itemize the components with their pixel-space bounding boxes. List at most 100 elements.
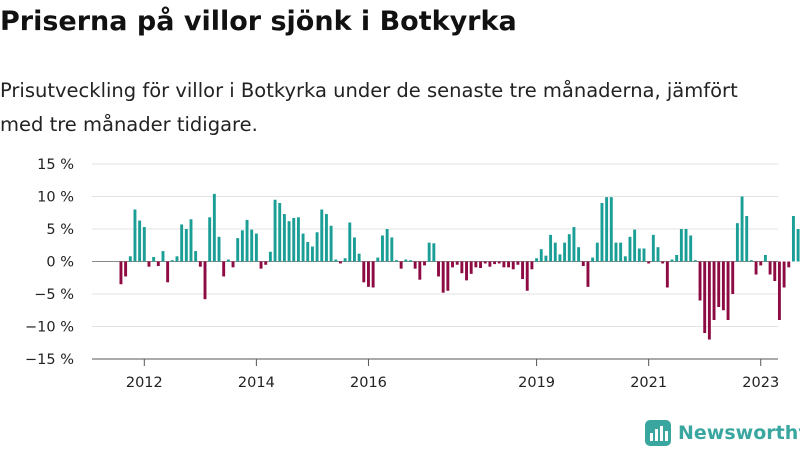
bar [651, 234, 655, 262]
bar [231, 261, 235, 268]
bar [796, 229, 800, 262]
bar [385, 229, 389, 262]
bar [376, 257, 380, 262]
bar [142, 227, 146, 262]
bar [310, 246, 314, 262]
brand-name: Newsworthy [678, 422, 800, 444]
bar [656, 247, 660, 262]
bar [493, 261, 496, 265]
bar [203, 261, 207, 300]
bar [245, 219, 249, 262]
bar [777, 261, 781, 320]
bar [334, 259, 338, 262]
bar [707, 261, 711, 340]
bar [600, 203, 604, 262]
y-tick-label: 10 % [37, 190, 74, 206]
chart-subtitle: Prisutveckling för villor i Botkyrka und… [0, 79, 738, 136]
bar [296, 217, 300, 262]
bar [441, 261, 445, 293]
bar [343, 258, 347, 262]
bar [749, 260, 753, 262]
bar [731, 261, 735, 294]
x-tick-label: 2023 [742, 375, 779, 391]
x-tick-label: 2014 [238, 375, 275, 391]
bar-chart-logo-icon [645, 420, 671, 446]
bar [198, 261, 202, 267]
bar [675, 255, 679, 262]
bar [712, 261, 716, 320]
bar [128, 256, 132, 262]
bar [250, 229, 254, 262]
bar [605, 197, 609, 262]
bar [208, 217, 212, 262]
bar [595, 242, 599, 262]
bar [637, 248, 641, 262]
bar [558, 254, 562, 262]
bar [381, 235, 384, 262]
bar [446, 261, 450, 291]
bar [184, 229, 188, 262]
bar [460, 261, 464, 274]
bar [395, 260, 398, 262]
bar [745, 216, 749, 262]
bar [254, 233, 258, 262]
bar [357, 253, 361, 262]
bar [437, 261, 440, 277]
bar [413, 261, 417, 269]
bar [189, 219, 193, 262]
bar [469, 261, 473, 274]
bar [287, 221, 291, 262]
bar [455, 261, 459, 265]
bar [609, 197, 613, 262]
bar [338, 261, 342, 264]
bar [156, 261, 160, 267]
bar [619, 242, 623, 262]
bar [324, 214, 328, 262]
bar [119, 261, 123, 285]
bar [479, 261, 482, 268]
bar [563, 242, 567, 262]
bar [175, 256, 179, 262]
bar [222, 261, 226, 277]
bar [754, 261, 758, 275]
bar [628, 236, 632, 262]
newsworthy-logo[interactable]: Newsworthy [645, 419, 800, 447]
bar [586, 261, 590, 287]
bar [124, 261, 128, 277]
bar [735, 223, 739, 262]
bar [483, 261, 487, 264]
bar [399, 261, 403, 269]
bar [423, 261, 426, 266]
x-tick-label: 2019 [518, 375, 555, 391]
bar [292, 217, 296, 262]
bar [689, 235, 693, 262]
bar [703, 261, 707, 333]
bar [226, 259, 230, 262]
bar [497, 261, 501, 264]
x-axis: 2012201420162019202120232025 [92, 358, 779, 391]
bar [161, 251, 165, 262]
bar [567, 234, 571, 262]
bar [670, 259, 674, 262]
bar [273, 199, 277, 262]
bar [502, 261, 506, 268]
bar [516, 261, 520, 265]
bar [721, 261, 725, 311]
bar [740, 196, 744, 262]
y-tick-label: −10 % [25, 320, 74, 336]
bar [647, 261, 651, 264]
bar [390, 237, 394, 262]
bar [217, 236, 221, 262]
bar [763, 255, 767, 262]
bar [315, 232, 319, 262]
bar [320, 209, 324, 262]
bar [633, 229, 637, 262]
x-tick-label: 2021 [630, 375, 667, 391]
y-tick-label: −15 % [25, 352, 74, 368]
bar [577, 247, 581, 262]
bar [782, 261, 786, 288]
bar [679, 229, 683, 262]
bar [268, 251, 272, 262]
bar [614, 242, 618, 262]
bar [212, 193, 216, 262]
